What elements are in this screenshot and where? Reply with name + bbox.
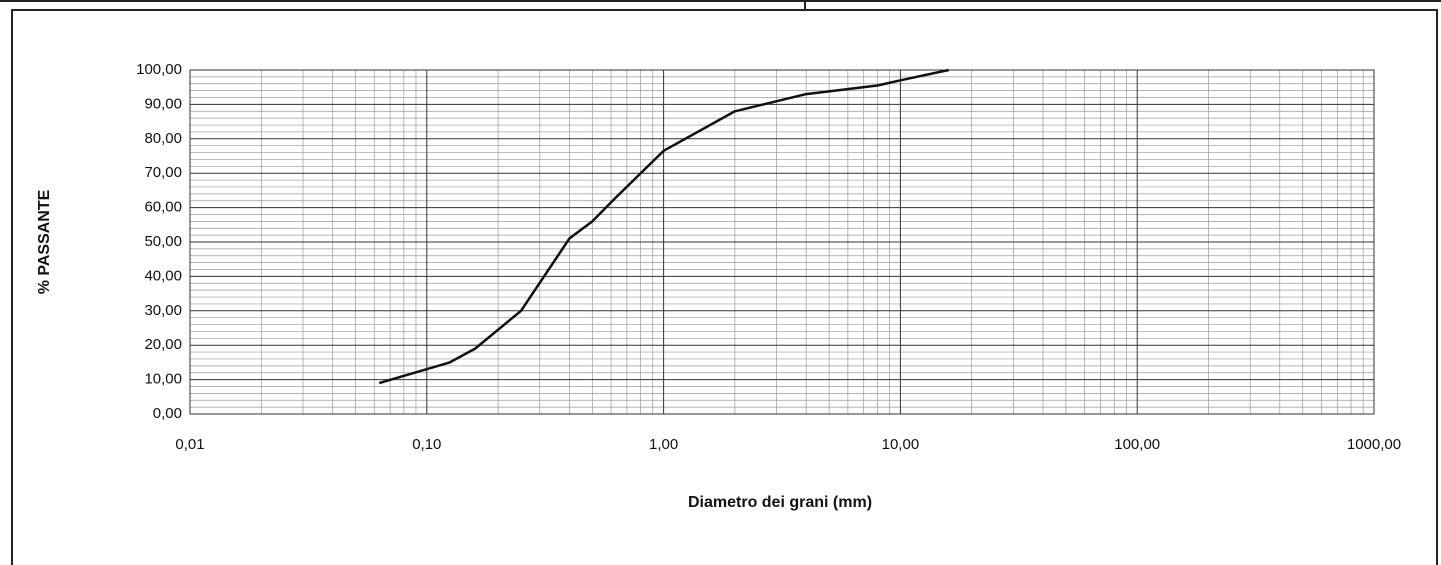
x-tick-label: 0,10 <box>412 436 441 453</box>
plot-border <box>189 69 1375 415</box>
y-tick-label: 70,00 <box>144 164 182 181</box>
y-tick-label: 30,00 <box>144 302 182 319</box>
data-line <box>378 68 949 385</box>
x-axis-label: Diametro dei grani (mm) <box>688 494 872 511</box>
x-tick-label: 100,00 <box>1114 436 1160 453</box>
y-tick-label: 80,00 <box>144 130 182 147</box>
y-tick-label: 90,00 <box>144 95 182 112</box>
y-tick-label: 100,00 <box>136 61 182 78</box>
x-tick-label: 0,01 <box>175 436 204 453</box>
frame <box>11 9 1438 565</box>
y-tick-label: 10,00 <box>144 371 182 388</box>
y-tick-label: 20,00 <box>144 336 182 353</box>
x-tick-label: 10,00 <box>882 436 920 453</box>
y-axis-label: % PASSANTE <box>36 189 53 294</box>
y-tick-label: 60,00 <box>144 199 182 216</box>
x-tick-label: 1,00 <box>649 436 678 453</box>
x-tick-label: 1000,00 <box>1347 436 1401 453</box>
y-tick-label: 50,00 <box>144 233 182 250</box>
y-tick-label: 40,00 <box>144 267 182 284</box>
y-tick-label: 0,00 <box>153 405 182 422</box>
